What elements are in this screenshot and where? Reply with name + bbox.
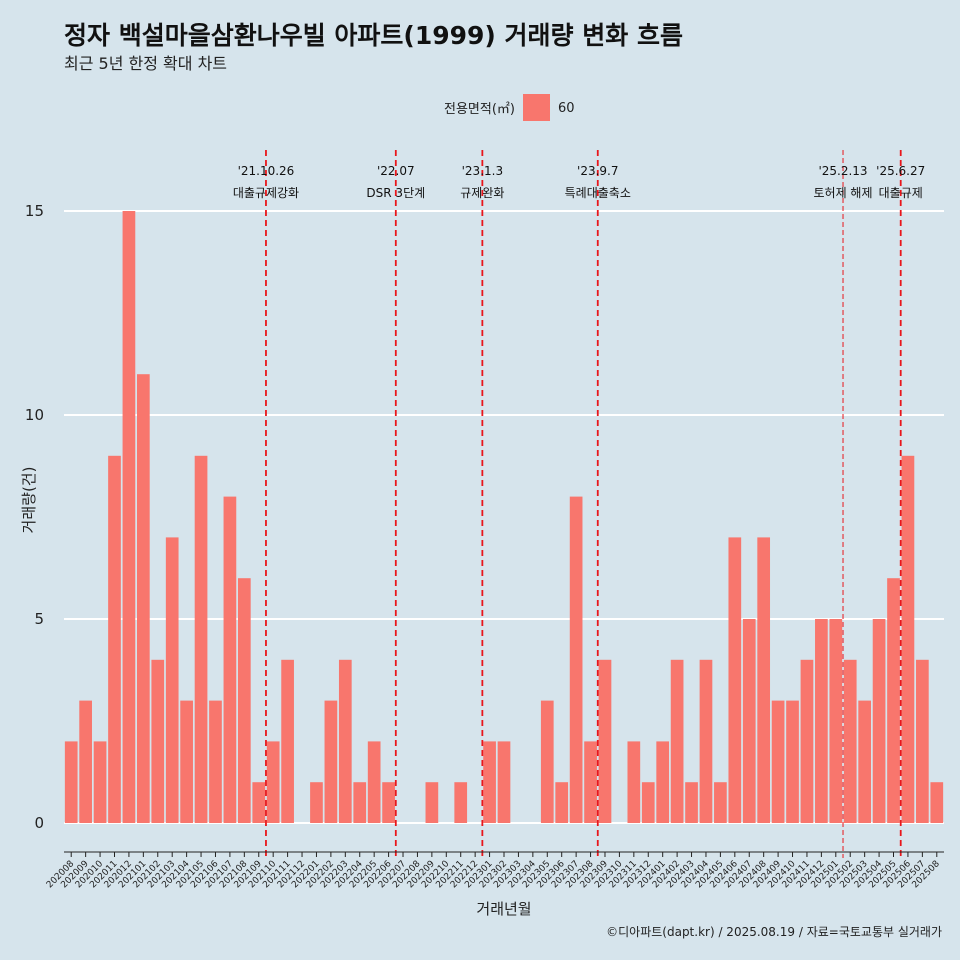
bar [540,700,554,823]
bar [310,782,323,823]
bar [180,700,193,823]
chart-subtitle: 최근 5년 한정 확대 차트 [64,54,227,73]
bar [483,741,496,823]
bar [165,537,179,823]
bar [771,700,785,823]
event-date: '23.1.3 [462,164,503,178]
bar [815,619,828,823]
bar [685,782,698,823]
bar [122,211,136,823]
bar [324,700,338,823]
bar [382,782,395,823]
bar [93,741,107,823]
bar [367,741,381,823]
bar [627,741,641,823]
event-label: 특례대출축소 [565,186,631,200]
bar [79,700,92,823]
bar [714,782,727,823]
bar [281,659,294,823]
bar [454,782,468,823]
y-tick-label: 15 [25,202,44,220]
bar [901,455,915,823]
event-label: 대출규제 [879,186,923,200]
bar [338,659,352,823]
legend-swatch [523,94,550,121]
event-date: '23.9.7 [577,164,618,178]
bar [237,578,251,823]
event-date: '22.07 [377,164,415,178]
bar [252,782,266,823]
bar [353,782,367,823]
event-date: '25.6.27 [876,164,925,178]
bar [829,619,843,823]
bar [728,537,742,823]
bar [223,496,237,823]
y-tick-label: 5 [34,610,44,628]
bar [742,619,756,823]
y-tick-label: 0 [34,814,44,832]
bar [151,659,165,823]
bar [641,782,655,823]
event-label: 대출규제강화 [233,186,299,200]
event-label: 규제완화 [460,186,504,200]
bar [843,659,857,823]
event-date: '25.2.13 [818,164,867,178]
caption: ©디아파트(dapt.kr) / 2025.08.19 / 자료=국토교통부 실… [606,925,942,939]
bar [916,659,929,823]
bars [64,211,944,823]
bar [670,659,684,823]
bar [757,537,771,823]
bar [425,782,439,823]
y-tick-label: 10 [25,406,44,424]
x-axis-title: 거래년월 [476,900,531,918]
bar [136,374,150,823]
bar [656,741,670,823]
legend-entry: 60 [558,101,575,116]
bar [497,741,511,823]
bar [858,700,872,823]
bar [569,496,583,823]
bar [786,700,799,823]
bar [699,659,713,823]
bar [64,741,78,823]
event-date: '21.10.26 [238,164,295,178]
bar [930,782,944,823]
bar [266,741,280,823]
legend: 전용면적(㎡) 60 [444,94,575,121]
bar [194,455,208,823]
event-label: 토허제 해제 [814,186,873,200]
bar [555,782,569,823]
event-label: DSR 3단계 [366,186,425,200]
y-axis-title: 거래량(건) [20,467,38,534]
legend-title: 전용면적(㎡) [444,102,515,117]
y-axis: 0 5 10 15 [25,202,44,832]
bar [108,455,121,823]
bar [598,659,612,823]
x-axis: 2020082020092020102020112020122021012021… [45,851,944,890]
bar [584,741,597,823]
event-markers: '21.10.26 대출규제강화 '22.07 DSR 3단계 '23.1.3 규제완화 '… [233,150,925,858]
chart-title: 정자 백설마을삼환나우빌 아파트(1999) 거래량 변화 흐름 [64,21,683,50]
bar [800,659,814,823]
bar [872,619,886,823]
bar [209,700,222,823]
bar [887,578,900,823]
